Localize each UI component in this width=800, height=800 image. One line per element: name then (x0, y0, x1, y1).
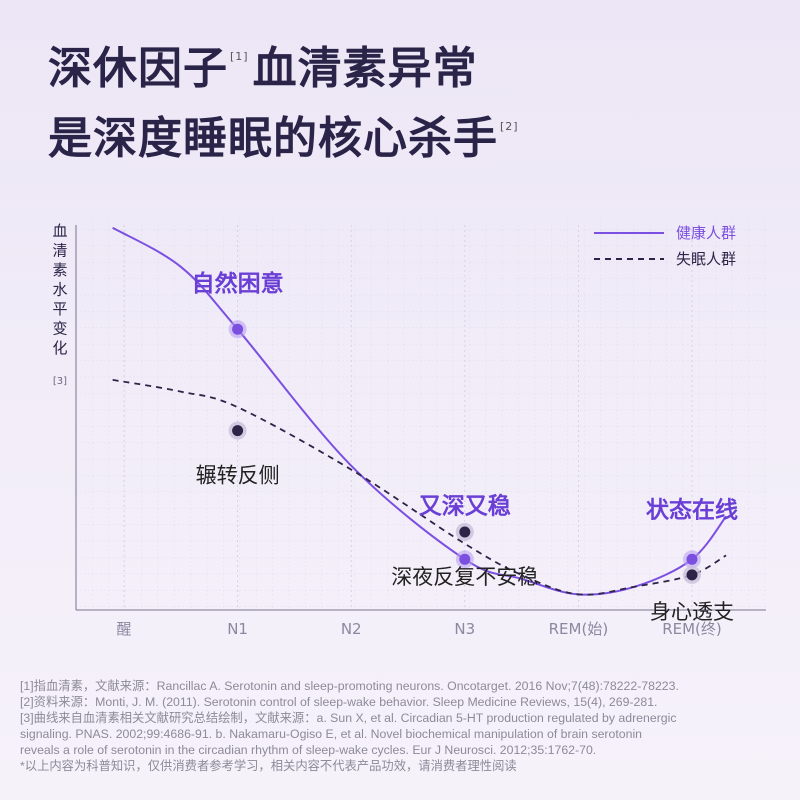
healthy-marker (459, 553, 471, 565)
annotation-label: 辗转反侧 (196, 464, 280, 488)
reference-line: [2]资料来源：Monti, J. M. (2011). Serotonin c… (20, 695, 658, 709)
insomnia-line (112, 379, 727, 596)
y-label-char: 清 (52, 242, 67, 260)
x-tick-label: 醒 (116, 620, 131, 638)
y-axis-label-ref: [3] (53, 376, 67, 387)
legend-label: 失眠人群 (676, 250, 736, 268)
x-tick-label: N1 (227, 620, 248, 638)
x-tick-label: N3 (454, 620, 475, 638)
annotation-label: 身心透支 (650, 600, 734, 624)
x-tick-labels: 醒 N1 N2 N3 REM(始) REM(终) (116, 620, 721, 638)
annotation-label: 深夜反复不安稳 (391, 565, 538, 589)
annotation-label: 状态在线 (646, 496, 738, 523)
insomnia-marker (686, 569, 698, 581)
insomnia-marker (232, 425, 244, 437)
y-label-char: 化 (52, 339, 67, 357)
headline-line-2: 是深度睡眠的核心杀手 [2] (48, 117, 523, 161)
chart-major-grid (123, 225, 693, 610)
y-label-char: 水 (52, 281, 67, 299)
annotation-label: 又深又稳 (419, 492, 511, 519)
reference-line: [1]指血清素，文献来源：Rancillac A. Serotonin and … (20, 679, 679, 693)
reference-line: *以上内容为科普知识，仅供消费者参考学习，相关内容不代表产品功效，请消费者理性阅… (20, 759, 517, 773)
y-label-char: 变 (52, 320, 67, 338)
reference-line: reveals a role of serotonin in the circa… (20, 743, 597, 757)
series-markers (228, 320, 701, 584)
insomnia-marker (459, 526, 471, 538)
y-label-char: 素 (52, 261, 67, 279)
headline-line-1: 深休因子 [1]血清素异常 (48, 47, 478, 91)
y-label-char: 平 (52, 300, 67, 318)
reference-line: signaling. PNAS. 2002;99:4686-91. b. Nak… (20, 727, 643, 741)
annotation-label: 自然困意 (192, 270, 284, 297)
healthy-marker (686, 553, 698, 565)
chart-grid (76, 220, 766, 610)
references: [1]指血清素，文献来源：Rancillac A. Serotonin and … (20, 678, 790, 774)
headline-part-1: 深休因子 (48, 43, 228, 94)
healthy-marker (232, 323, 244, 335)
x-tick-label: REM(始) (549, 620, 609, 638)
x-tick-label: REM(终) (662, 620, 722, 638)
reference-line: [3]曲线来自血清素相关文献研究总结绘制，文献来源：a. Sun X, et a… (20, 711, 677, 725)
headline-part-2: 血清素异常 (252, 43, 478, 94)
x-tick-label: N2 (341, 620, 362, 638)
legend-label: 健康人群 (676, 224, 736, 242)
headline-part-3: 是深度睡眠的核心杀手 (48, 113, 498, 164)
y-label-char: 血 (52, 222, 67, 240)
headline-ref-1: [1] (230, 50, 249, 63)
headline-ref-2: [2] (500, 120, 519, 133)
